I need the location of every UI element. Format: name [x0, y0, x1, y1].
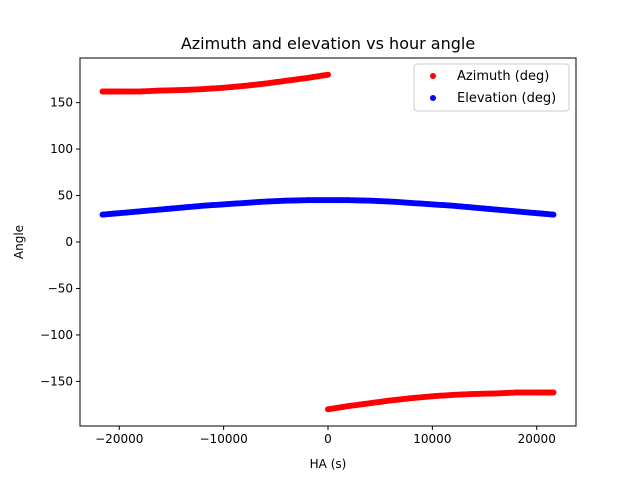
y-tick-label: 100 — [50, 142, 73, 156]
y-tick-label: 0 — [65, 235, 73, 249]
legend-marker — [430, 95, 436, 101]
x-tick-label: 20000 — [518, 432, 556, 446]
axes: −20000 −10000 0 10000 20000 −150 −100 −50 0 50 100… — [40, 57, 577, 446]
legend-label: Elevation (deg) — [457, 91, 556, 106]
y-axis-label: Angle — [12, 225, 26, 259]
legend: Azimuth (deg) Elevation (deg) — [413, 63, 570, 112]
series-0 — [99, 71, 557, 413]
x-tick-label: 10000 — [413, 432, 451, 446]
axes-frame — [79, 57, 577, 427]
y-tick-label: −50 — [48, 281, 73, 295]
data-point — [325, 71, 331, 78]
data-point — [550, 211, 557, 218]
y-tick-label: −150 — [40, 374, 73, 388]
data-point — [550, 389, 557, 396]
x-tick-label: −20000 — [95, 432, 143, 446]
legend-marker — [430, 73, 436, 79]
x-axis-label: HA (s) — [310, 457, 347, 471]
series-1 — [99, 197, 557, 218]
plot-area — [99, 71, 557, 413]
legend-label: Azimuth (deg) — [457, 69, 549, 84]
x-tick-label: −10000 — [200, 432, 248, 446]
y-tick-label: 150 — [50, 96, 73, 110]
y-tick-label: −100 — [40, 328, 73, 342]
legend-box — [413, 63, 570, 112]
chart-title: Azimuth and elevation vs hour angle — [181, 34, 475, 53]
x-tick-label: 0 — [324, 432, 332, 446]
y-tick-label: 50 — [58, 189, 73, 203]
